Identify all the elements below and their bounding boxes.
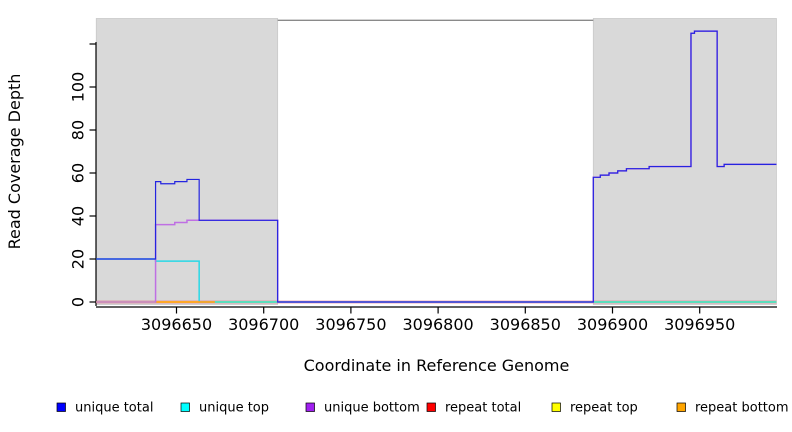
axes-layer: 3096650 3096700 3096750 3096800 3096850 30969…: [69, 42, 777, 334]
masked-regions-layer: [95, 18, 777, 305]
y-tick-label: 100: [69, 72, 88, 103]
legend-label-unique-total: unique total: [75, 401, 153, 416]
legend-label-unique-bottom: unique bottom: [324, 401, 420, 416]
y-tick-label: 60: [69, 163, 88, 183]
x-tick-label: 3096750: [315, 315, 386, 334]
x-tick-label: 3096700: [228, 315, 299, 334]
right-masked-region: [592, 18, 777, 305]
x-tick-label: 3096800: [402, 315, 473, 334]
series-layer: [96, 30, 777, 304]
y-tick-label: 20: [69, 249, 88, 269]
legend-label-unique-top: unique top: [199, 401, 269, 416]
y-tick-label: 40: [69, 206, 88, 226]
y-axis-title: Read Coverage Depth: [5, 74, 24, 250]
x-tick-label: 3096900: [577, 315, 648, 334]
legend-label-repeat-total: repeat total: [445, 401, 521, 416]
y-tick-label: 80: [69, 120, 88, 140]
x-axis-title: Coordinate in Reference Genome: [304, 356, 570, 375]
x-tick-label: 3096850: [490, 315, 561, 334]
legend-swatch-unique-total: [56, 402, 66, 412]
legend-swatch-repeat-bottom: [676, 402, 686, 412]
legend-label-repeat-bottom: repeat bottom: [695, 401, 789, 416]
y-tick-label: 0: [69, 297, 88, 307]
legend-swatch-repeat-top: [551, 402, 561, 412]
legend-swatch-unique-bottom: [305, 402, 315, 412]
x-tick-label: 3096950: [664, 315, 735, 334]
x-tick-label: 3096650: [141, 315, 212, 334]
legend-swatch-unique-top: [180, 402, 190, 412]
legend-swatch-repeat-total: [426, 402, 436, 412]
legend-layer: unique total unique top unique bottom repea…: [56, 401, 789, 416]
series-unique-total: [96, 30, 777, 303]
left-masked-region: [95, 18, 279, 305]
legend-label-repeat-top: repeat top: [570, 401, 638, 416]
